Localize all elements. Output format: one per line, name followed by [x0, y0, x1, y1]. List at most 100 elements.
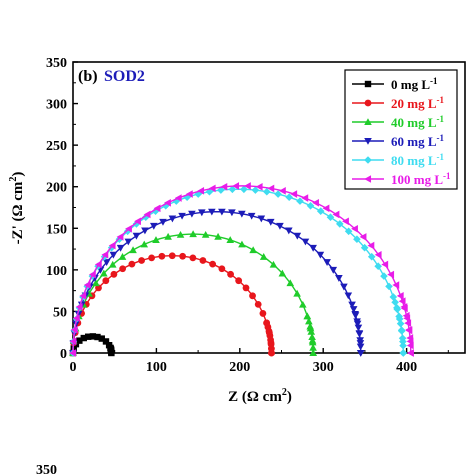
- data-point: [269, 260, 278, 268]
- legend-label: 40 mg L-1: [391, 114, 444, 130]
- data-point: [353, 235, 361, 244]
- data-point: [188, 210, 196, 218]
- data-point: [356, 343, 365, 351]
- data-point: [385, 282, 393, 291]
- legend: 0 mg L-120 mg L-140 mg L-160 mg L-180 mg…: [344, 69, 458, 190]
- data-point: [351, 225, 358, 233]
- x-axis-ticks: 0 100 200 300 400: [70, 348, 449, 375]
- data-point: [400, 304, 408, 313]
- data-point: [110, 270, 118, 278]
- data-point: [94, 260, 102, 269]
- legend-item: 20 mg L-1: [352, 95, 444, 111]
- data-point: [80, 334, 87, 342]
- data-point: [168, 215, 177, 223]
- y-axis-ticks: 0 50 100 150 200 250 300 350: [46, 56, 78, 362]
- data-point: [263, 187, 271, 196]
- legend-label-sup: -1: [437, 152, 445, 162]
- data-point: [316, 207, 325, 215]
- y-tick-label: 50: [53, 305, 67, 320]
- y-axis-title-base: -Z' (Ω cm: [10, 181, 26, 244]
- y-tick-label: 100: [46, 264, 67, 279]
- data-point: [356, 349, 365, 357]
- data-point: [391, 298, 399, 307]
- data-point: [316, 251, 325, 259]
- series-line: [72, 185, 412, 354]
- data-point: [404, 319, 412, 327]
- next-panel-tick-fragment: 350: [36, 463, 57, 474]
- data-point: [255, 182, 263, 191]
- data-point: [306, 201, 315, 210]
- data-point: [150, 222, 158, 230]
- data-point: [406, 349, 414, 357]
- legend-item: 100 mg L-1: [352, 171, 451, 187]
- series-100-mg-l: [69, 182, 414, 357]
- data-point: [332, 210, 340, 219]
- series-layer: [69, 182, 414, 357]
- data-point: [69, 337, 77, 346]
- x-axis-title-sup: 2: [282, 387, 287, 398]
- data-point: [119, 265, 127, 273]
- data-point: [79, 292, 87, 300]
- data-point: [217, 186, 225, 194]
- data-point: [83, 281, 91, 289]
- data-point: [290, 190, 298, 198]
- data-point: [374, 262, 382, 271]
- legend-label: 0 mg L-1: [391, 76, 438, 92]
- data-point: [199, 257, 207, 264]
- data-point: [243, 182, 251, 190]
- y-axis-title-sup: 2: [8, 177, 19, 182]
- legend-marker: [364, 118, 372, 126]
- data-point: [152, 236, 160, 243]
- data-point: [285, 227, 293, 235]
- data-point: [303, 312, 312, 320]
- data-point: [257, 215, 266, 223]
- data-point: [228, 209, 236, 217]
- data-point: [88, 270, 96, 279]
- data-point: [242, 284, 250, 292]
- data-point: [406, 341, 414, 350]
- data-point: [125, 225, 132, 233]
- data-point: [389, 293, 398, 301]
- legend-label-base: 40 mg L: [391, 115, 437, 130]
- legend-label: 100 mg L-1: [391, 171, 451, 187]
- data-point: [301, 238, 310, 246]
- y-tick-label: 150: [46, 222, 67, 237]
- legend-label-sup: -1: [430, 76, 438, 86]
- data-point: [189, 254, 197, 262]
- data-point: [355, 330, 364, 338]
- data-point: [159, 218, 167, 226]
- data-point: [132, 232, 141, 240]
- data-point: [75, 303, 83, 311]
- data-point: [134, 217, 141, 226]
- data-point: [263, 319, 271, 327]
- y-tick-label: 200: [46, 181, 67, 196]
- data-point: [118, 253, 127, 260]
- data-point: [335, 275, 343, 282]
- data-point: [349, 306, 358, 314]
- series-60-mg-l: [69, 208, 365, 357]
- data-point: [356, 337, 364, 345]
- data-point: [308, 338, 317, 346]
- data-point: [232, 182, 240, 190]
- data-point: [129, 246, 137, 254]
- data-point: [348, 301, 356, 309]
- data-point: [101, 250, 109, 259]
- series-40-mg-l: [69, 230, 318, 357]
- data-point: [293, 232, 302, 240]
- data-point: [249, 246, 257, 254]
- data-point: [276, 222, 284, 230]
- series-line: [72, 210, 362, 354]
- data-point: [235, 277, 243, 285]
- data-point: [395, 312, 403, 321]
- data-point: [254, 300, 262, 308]
- legend-label-base: 20 mg L: [391, 96, 437, 111]
- data-point: [208, 208, 216, 216]
- data-point: [102, 277, 110, 285]
- data-point: [194, 190, 202, 198]
- y-axis-title: -Z' (Ω cm2): [8, 172, 26, 245]
- data-point: [109, 251, 118, 259]
- legend-item: 0 mg L-1: [352, 76, 438, 92]
- data-point: [214, 232, 222, 240]
- data-point: [148, 254, 156, 262]
